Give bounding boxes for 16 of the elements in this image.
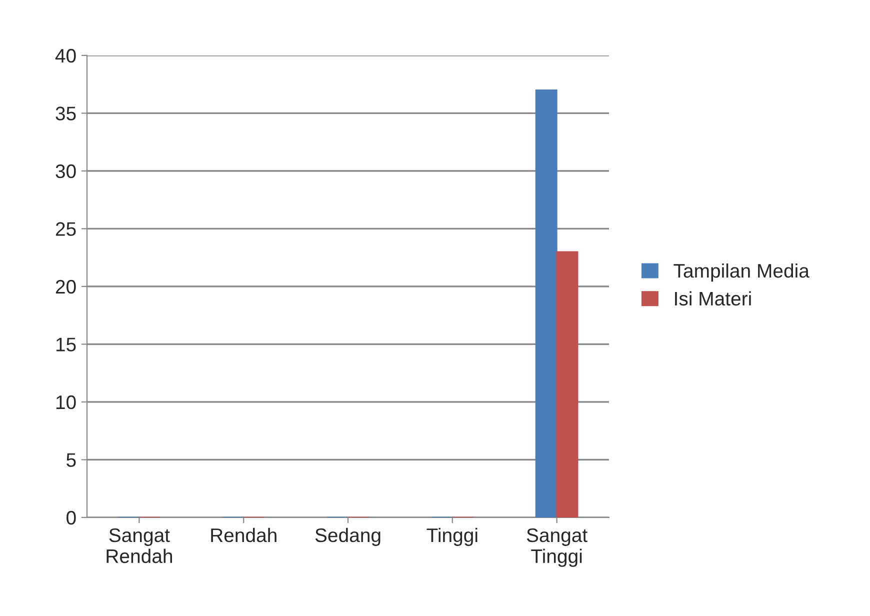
y-tick-label: 30 xyxy=(56,164,76,178)
y-tick-label: 10 xyxy=(56,395,76,410)
x-tick-label: Sedang xyxy=(315,528,380,546)
x-tick-label: Sangat Tinggi xyxy=(526,528,588,567)
y-tick-label: 20 xyxy=(56,280,76,294)
x-tick-label: Rendah xyxy=(211,528,276,542)
y-tick-label: 40 xyxy=(55,48,76,63)
y-tick-label: 25 xyxy=(56,222,76,236)
y-tick-label: 15 xyxy=(56,338,76,352)
x-tick-label: Tinggi xyxy=(426,528,478,546)
legend-label: Isi Materi xyxy=(675,291,751,306)
legend-label: Tampilan Media xyxy=(674,263,810,282)
y-tick-label: 35 xyxy=(56,106,76,120)
y-tick-label: 5 xyxy=(66,453,76,467)
x-tick-label: Sangat Rendah xyxy=(106,528,172,564)
y-tick-label: 0 xyxy=(66,510,76,525)
